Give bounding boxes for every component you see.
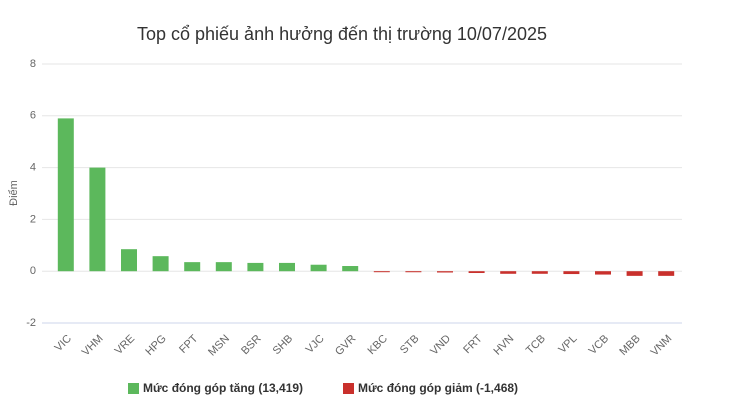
bar <box>57 118 74 272</box>
x-tick-label: FPT <box>177 332 200 355</box>
bar <box>215 262 232 272</box>
y-tick-label: -2 <box>26 317 36 329</box>
bar <box>563 271 580 275</box>
x-tick-label: STB <box>398 333 422 357</box>
x-tick-label: SHB <box>271 333 295 357</box>
y-tick-label: 6 <box>30 110 36 122</box>
bar <box>121 249 137 272</box>
bar <box>342 266 359 272</box>
x-tick-label: VPL <box>556 333 579 356</box>
bar <box>373 271 390 273</box>
bar <box>152 256 169 272</box>
x-tick-label: FRT <box>461 332 485 356</box>
x-tick-label: VJC <box>304 333 327 356</box>
legend-label: Mức đóng góp tăng (13,419) <box>143 381 303 395</box>
x-tick-label: VCB <box>587 333 611 357</box>
x-tick-label: GVR <box>333 333 358 358</box>
bar <box>247 262 264 272</box>
y-tick-label: 2 <box>30 213 36 225</box>
y-tick-label: 4 <box>30 162 36 174</box>
bar <box>437 271 453 273</box>
x-tick-label: MBB <box>617 333 642 358</box>
x-tick-label: VIC <box>53 333 74 354</box>
legend-swatch <box>343 383 354 394</box>
bar <box>405 271 422 273</box>
x-tick-label: HPG <box>143 333 168 358</box>
bar <box>531 271 548 274</box>
legend-swatch <box>128 383 139 394</box>
bar <box>468 271 485 274</box>
x-tick-label: VHM <box>80 333 106 359</box>
y-tick-label: 0 <box>30 265 36 277</box>
bar <box>626 271 643 276</box>
x-tick-label: VNM <box>649 333 675 359</box>
x-tick-label: HVN <box>491 333 516 358</box>
y-tick-label: 8 <box>30 58 36 70</box>
y-axis-label: Điểm <box>8 180 20 206</box>
bar <box>310 264 327 272</box>
x-tick-label: VND <box>428 333 453 358</box>
bar <box>89 167 106 272</box>
bar <box>500 271 517 274</box>
x-tick-label: MSN <box>206 333 232 359</box>
x-tick-label: BSR <box>239 333 264 358</box>
chart-title: Top cổ phiếu ảnh hưởng đến thị trường 10… <box>137 24 547 44</box>
bar <box>658 271 675 276</box>
x-tick-label: TCB <box>524 333 548 357</box>
legend-label: Mức đóng góp giảm (-1,468) <box>358 381 518 395</box>
x-tick-label: KBC <box>365 333 390 358</box>
x-tick-label: VRE <box>113 333 137 357</box>
bar <box>279 262 295 272</box>
bar <box>595 271 611 275</box>
bar <box>184 262 201 272</box>
